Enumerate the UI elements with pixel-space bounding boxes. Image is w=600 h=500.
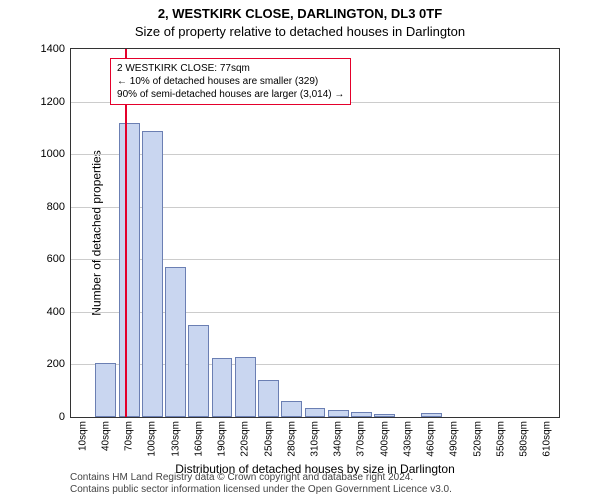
x-tick: 280sqm	[286, 421, 297, 457]
annotation-line: ← 10% of detached houses are smaller (32…	[117, 75, 344, 88]
x-tick: 190sqm	[217, 421, 228, 457]
histogram-bar	[119, 123, 140, 417]
x-tick: 100sqm	[147, 421, 158, 457]
histogram-bar	[351, 412, 372, 417]
x-tick: 130sqm	[170, 421, 181, 457]
histogram-bar	[142, 131, 163, 418]
y-tick: 600	[47, 253, 65, 265]
y-tick: 0	[59, 411, 65, 423]
histogram-bar	[328, 410, 349, 417]
x-tick: 400sqm	[379, 421, 390, 457]
x-tick: 430sqm	[402, 421, 413, 457]
histogram-bar	[235, 357, 256, 417]
footer-line2: Contains public sector information licen…	[70, 484, 452, 496]
y-tick: 800	[47, 201, 65, 213]
histogram-bar	[421, 413, 442, 417]
annotation-box: 2 WESTKIRK CLOSE: 77sqm← 10% of detached…	[110, 58, 351, 105]
x-tick: 370sqm	[356, 421, 367, 457]
y-tick: 1400	[41, 43, 65, 55]
x-tick: 550sqm	[495, 421, 506, 457]
histogram-bar	[374, 414, 395, 417]
histogram-bar	[165, 267, 186, 417]
footer-attribution: Contains HM Land Registry data © Crown c…	[70, 472, 452, 496]
x-tick: 490sqm	[449, 421, 460, 457]
x-tick: 10sqm	[77, 421, 88, 451]
histogram-bar	[188, 325, 209, 417]
annotation-line: 90% of semi-detached houses are larger (…	[117, 88, 344, 101]
x-tick: 610sqm	[542, 421, 553, 457]
y-tick: 1200	[41, 96, 65, 108]
chart-subtitle: Size of property relative to detached ho…	[0, 24, 600, 39]
footer-line1: Contains HM Land Registry data © Crown c…	[70, 472, 452, 484]
histogram-bar	[305, 408, 326, 417]
annotation-line: 2 WESTKIRK CLOSE: 77sqm	[117, 62, 344, 75]
x-tick: 340sqm	[333, 421, 344, 457]
x-tick: 580sqm	[519, 421, 530, 457]
x-tick: 520sqm	[472, 421, 483, 457]
histogram-bar	[281, 401, 302, 417]
y-tick: 1000	[41, 148, 65, 160]
x-tick: 460sqm	[426, 421, 437, 457]
x-tick: 310sqm	[310, 421, 321, 457]
x-tick: 160sqm	[193, 421, 204, 457]
x-tick: 40sqm	[100, 421, 111, 451]
y-tick: 400	[47, 306, 65, 318]
x-tick: 70sqm	[124, 421, 135, 451]
plot-area: 2 WESTKIRK CLOSE: 77sqm← 10% of detached…	[70, 48, 560, 418]
histogram-bar	[258, 380, 279, 417]
x-tick: 220sqm	[240, 421, 251, 457]
y-tick: 200	[47, 358, 65, 370]
x-tick: 250sqm	[263, 421, 274, 457]
histogram-bar	[212, 358, 233, 417]
histogram-bar	[95, 363, 116, 417]
chart-title: 2, WESTKIRK CLOSE, DARLINGTON, DL3 0TF	[0, 6, 600, 21]
